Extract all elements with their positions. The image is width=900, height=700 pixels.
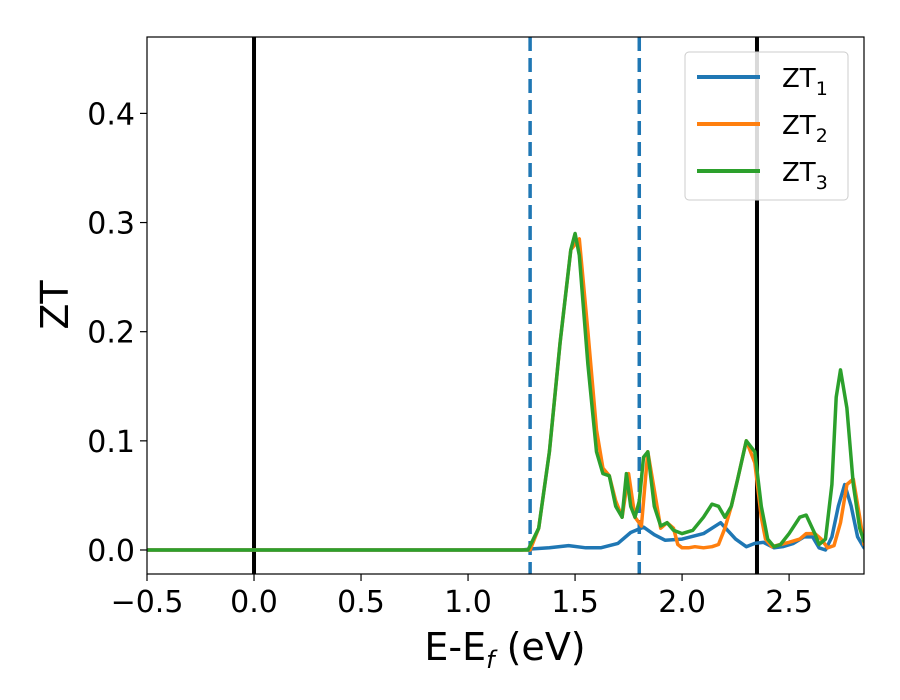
x-axis-label: E-Ef (eV): [424, 625, 585, 674]
x-tick-label: 0.0: [230, 585, 278, 620]
series-line-zt3: [147, 231, 864, 552]
x-tick-label: 2.5: [765, 585, 813, 620]
x-tick-label: 0.5: [337, 585, 385, 620]
y-tick-label: 0.4: [87, 97, 135, 132]
legend-label-zt2: ZT2: [782, 111, 828, 147]
y-axis-ticks: 0.0 0.1 0.2 0.3 0.4: [87, 97, 147, 569]
x-tick-label: 2.0: [658, 585, 706, 620]
y-tick-label: 0.3: [87, 207, 135, 242]
y-tick-label: 0.1: [87, 425, 135, 460]
x-tick-label: −0.5: [111, 585, 184, 620]
x-tick-label: 1.5: [551, 585, 599, 620]
plot-frame: [146, 36, 865, 575]
legend-label-zt1: ZT1: [782, 64, 828, 100]
y-tick-label: 0.0: [87, 534, 135, 569]
series-lines: [147, 231, 864, 552]
legend-label-text: ZT: [782, 64, 816, 94]
x-tick-label: 1.0: [444, 585, 492, 620]
series-line-zt1: [147, 482, 864, 552]
legend-label-subscript: 2: [816, 125, 828, 147]
x-axis-ticks: −0.5 0.0 0.5 1.0 1.5 2.0 2.5: [111, 574, 813, 620]
legend-label-subscript: 3: [816, 172, 828, 194]
y-tick-label: 0.2: [87, 316, 135, 351]
legend-label-text: ZT: [782, 111, 816, 141]
legend-label-zt3: ZT3: [782, 158, 828, 194]
legend-box: [684, 51, 849, 201]
legend-label-subscript: 1: [816, 78, 828, 100]
y-axis-label: ZT: [33, 280, 77, 330]
legend-label-text: ZT: [782, 158, 816, 188]
